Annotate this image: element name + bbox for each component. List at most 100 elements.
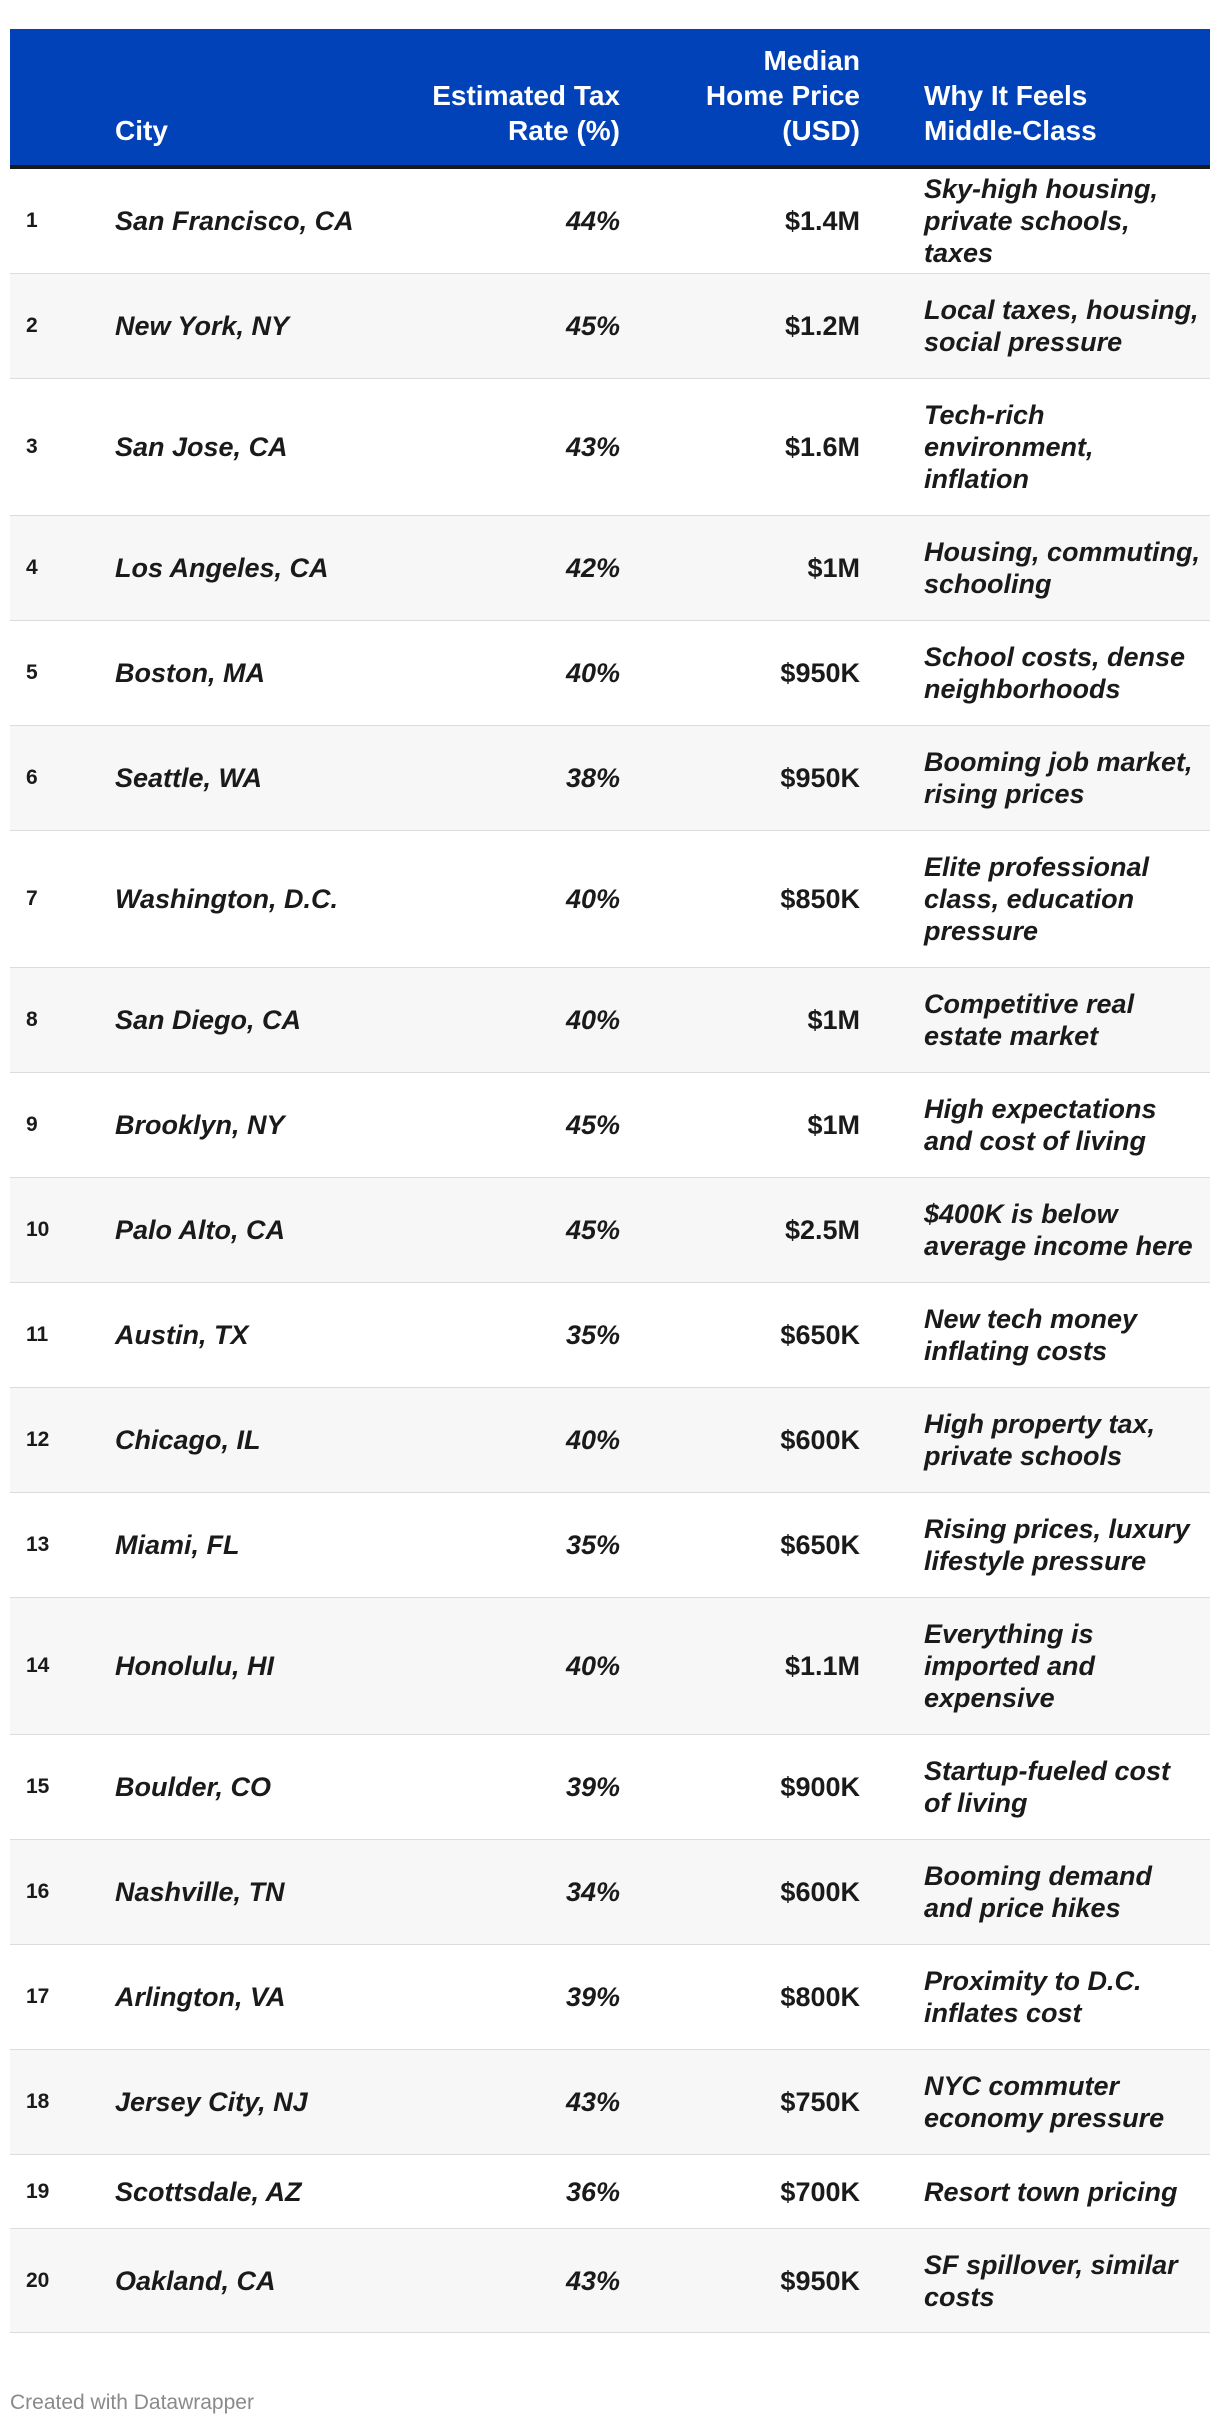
cell-city: Brooklyn, NY [115, 1110, 285, 1140]
table-row: 4 Los Angeles, CA 42% $1M Housing, commuting… [10, 516, 1210, 621]
cell-why: Competitive real estate market [924, 989, 1135, 1051]
cell-why: Resort town pricing [924, 2176, 1178, 2207]
table-row: 1 San Francisco, CA 44% $1.4M Sky-high housi… [10, 169, 1210, 274]
cell-rank: 2 [26, 314, 38, 337]
table-row: 7 Washington, D.C. 40% $850K Elite professio… [10, 831, 1210, 968]
cell-home-price: $1M [807, 1110, 860, 1140]
cell-tax-rate: 34% [565, 1877, 620, 1907]
cell-rank: 6 [26, 766, 38, 789]
cell-why: High property tax, private schools [924, 1409, 1156, 1471]
cell-rank: 9 [26, 1113, 38, 1136]
cell-why: School costs, dense neighborhoods [924, 642, 1186, 704]
cell-city: Miami, FL [115, 1530, 240, 1560]
header-city[interactable]: City [115, 115, 168, 146]
cell-tax-rate: 42% [565, 553, 620, 583]
cell-rank: 14 [26, 1654, 50, 1677]
cell-city: Austin, TX [115, 1320, 249, 1350]
cell-why: Sky-high housing, private schools, taxes [924, 174, 1158, 268]
cell-why: New tech money inflating costs [924, 1304, 1138, 1366]
table-row: 11 Austin, TX 35% $650K New tech money infla… [10, 1283, 1210, 1388]
cell-city: San Francisco, CA [115, 206, 354, 236]
cell-why: Local taxes, housing, social pressure [924, 295, 1199, 357]
cell-home-price: $750K [780, 2087, 860, 2117]
cell-home-price: $600K [780, 1425, 860, 1455]
table-row: 2 New York, NY 45% $1.2M Local taxes, housin… [10, 274, 1210, 379]
header-why-line: Middle-Class [924, 115, 1097, 146]
cell-city: Arlington, VA [115, 1982, 286, 2012]
table-row: 6 Seattle, WA 38% $950K Booming job market, … [10, 726, 1210, 831]
cell-home-price: $2.5M [784, 1215, 860, 1245]
table-row: 3 San Jose, CA 43% $1.6M Tech-rich environme… [10, 379, 1210, 516]
cell-home-price: $950K [780, 763, 860, 793]
header-tax-line: Rate (%) [507, 115, 620, 146]
cell-rank: 20 [26, 2268, 50, 2292]
cell-why: Startup-fueled cost of living [924, 1756, 1171, 1818]
cell-rank: 11 [26, 1323, 49, 1346]
cell-rank: 17 [26, 1985, 50, 2008]
cell-tax-rate: 45% [565, 1215, 620, 1245]
cell-rank: 1 [26, 209, 38, 232]
cell-home-price: $1.6M [784, 432, 860, 462]
cell-home-price: $1M [807, 553, 860, 583]
header-why[interactable]: Why It Feels Middle-Class [860, 78, 1210, 165]
header-price-line: Median [763, 45, 860, 76]
cell-city: San Diego, CA [115, 1005, 302, 1035]
header-why-line: Why It Feels [924, 80, 1088, 111]
cell-city: Oakland, CA [115, 2265, 276, 2296]
cell-rank: 5 [26, 661, 38, 684]
cell-tax-rate: 39% [565, 1982, 620, 2012]
cell-home-price: $900K [780, 1772, 860, 1802]
header-price-line: (USD) [782, 115, 860, 146]
cell-city: Boulder, CO [115, 1772, 272, 1802]
header-rank [10, 148, 115, 165]
cell-city: San Jose, CA [115, 432, 288, 462]
cell-home-price: $1.4M [784, 206, 860, 236]
table-row: 15 Boulder, CO 39% $900K Startup-fueled cost… [10, 1735, 1210, 1840]
cell-city: Palo Alto, CA [115, 1215, 286, 1245]
cell-tax-rate: 40% [565, 884, 620, 914]
cell-why: $400K is below average income here [924, 1199, 1193, 1261]
cell-tax-rate: 36% [565, 2176, 620, 2207]
cell-why: Booming demand and price hikes [924, 1861, 1152, 1923]
header-home-price[interactable]: Median Home Price (USD) [620, 43, 860, 165]
cell-home-price: $650K [780, 1530, 860, 1560]
header-tax-rate[interactable]: Estimated Tax Rate (%) [380, 78, 620, 165]
cell-why: Tech-rich environment, inflation [924, 400, 1094, 494]
cell-rank: 18 [26, 2090, 50, 2113]
cell-tax-rate: 39% [565, 1772, 620, 1802]
cell-city: New York, NY [115, 311, 290, 341]
cell-city: Seattle, WA [115, 763, 263, 793]
cell-city: Honolulu, HI [115, 1651, 274, 1681]
cell-rank: 7 [26, 887, 38, 910]
table-header: City Estimated Tax Rate (%) Median Home … [10, 29, 1210, 169]
cell-rank: 10 [26, 1218, 50, 1241]
header-price-line: Home Price [705, 80, 860, 111]
cell-home-price: $650K [780, 1320, 860, 1350]
cell-tax-rate: 44% [565, 206, 620, 236]
cell-tax-rate: 35% [565, 1320, 620, 1350]
table-row: 20 Oakland, CA 43% $950K SF spillover, simil… [10, 2229, 1210, 2333]
cell-tax-rate: 43% [565, 432, 620, 462]
cell-city: Washington, D.C. [115, 884, 338, 914]
table-row: 12 Chicago, IL 40% $600K High property tax, … [10, 1388, 1210, 1493]
cell-tax-rate: 43% [565, 2265, 620, 2296]
cell-tax-rate: 40% [565, 1651, 620, 1681]
table-row: 18 Jersey City, NJ 43% $750K NYC commuter ec… [10, 2050, 1210, 2155]
footer-credit[interactable]: Created with Datawrapper [10, 2391, 254, 2414]
cell-tax-rate: 38% [565, 763, 620, 793]
cell-why: Housing, commuting, schooling [924, 537, 1200, 599]
cell-rank: 15 [26, 1775, 50, 1798]
cell-home-price: $850K [780, 884, 860, 914]
table-row: 8 San Diego, CA 40% $1M Competitive real est… [10, 968, 1210, 1073]
table-row: 9 Brooklyn, NY 45% $1M High expectations and… [10, 1073, 1210, 1178]
cell-tax-rate: 43% [565, 2087, 620, 2117]
cell-tax-rate: 40% [565, 1005, 620, 1035]
table-row: 13 Miami, FL 35% $650K Rising prices, luxury… [10, 1493, 1210, 1598]
cell-why: SF spillover, similar costs [924, 2249, 1178, 2312]
cell-home-price: $950K [780, 658, 860, 688]
data-table: City Estimated Tax Rate (%) Median Home … [10, 29, 1210, 2333]
table-body: 1 San Francisco, CA 44% $1.4M Sky-high housi… [10, 169, 1210, 2333]
cell-rank: 16 [26, 1880, 50, 1903]
cell-city: Boston, MA [115, 658, 265, 688]
cell-tax-rate: 40% [565, 1425, 620, 1455]
